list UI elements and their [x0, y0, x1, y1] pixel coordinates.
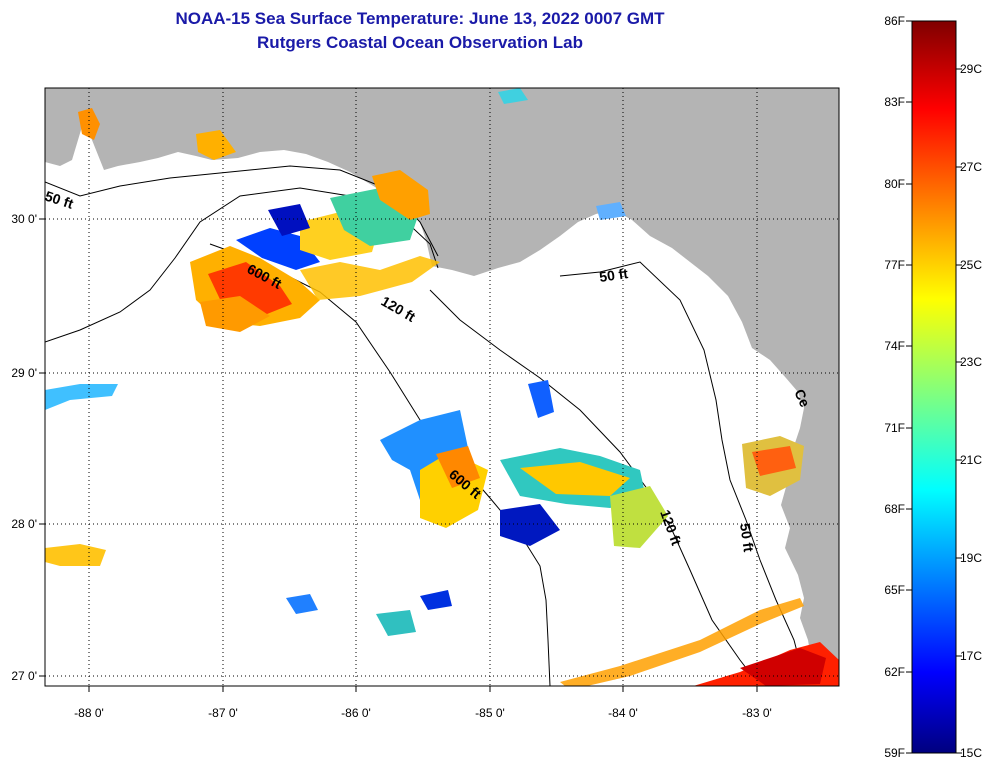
colorbar-c-label: 23C	[960, 355, 982, 369]
colorbar-c-label: 19C	[960, 551, 982, 565]
map-ticks	[39, 218, 758, 692]
colorbar-ticks	[906, 20, 962, 754]
colorbar-f-label: 74F	[884, 339, 905, 353]
contour-label-50ft: 50 ft	[598, 265, 629, 285]
latitude-labels: 30 0' 29 0' 28 0' 27 0'	[11, 212, 37, 683]
colorbar-f-label: 86F	[884, 14, 905, 28]
land-area	[45, 88, 839, 686]
lon-label: -84 0'	[608, 706, 638, 720]
graticule	[45, 88, 839, 686]
colorbar-f-label: 83F	[884, 95, 905, 109]
contour-50ft-east	[559, 261, 807, 686]
lon-label: -85 0'	[475, 706, 505, 720]
colorbar-c-labels: 29C 27C 25C 23C 21C 19C 17C 15C	[960, 62, 982, 760]
colorbar-f-labels: 86F 83F 80F 77F 74F 71F 68F 65F 62F 59F	[884, 14, 905, 760]
longitude-labels: -88 0' -87 0' -86 0' -85 0' -84 0' -83 0…	[74, 706, 772, 720]
colorbar-f-label: 71F	[884, 421, 905, 435]
colorbar-f-label: 62F	[884, 665, 905, 679]
colorbar-c-label: 15C	[960, 746, 982, 760]
lat-label: 29 0'	[11, 366, 37, 380]
title-line-2: Rutgers Coastal Ocean Observation Lab	[257, 33, 583, 52]
lon-label: -88 0'	[74, 706, 104, 720]
lon-label: -87 0'	[208, 706, 238, 720]
lat-label: 27 0'	[11, 669, 37, 683]
colorbar	[911, 20, 957, 754]
lon-label: -83 0'	[742, 706, 772, 720]
colorbar-c-label: 25C	[960, 258, 982, 272]
colorbar-f-label: 68F	[884, 502, 905, 516]
colorbar-f-label: 65F	[884, 583, 905, 597]
sst-patches	[45, 88, 839, 686]
map-frame	[44, 87, 840, 687]
lon-label: -86 0'	[341, 706, 371, 720]
colorbar-f-label: 80F	[884, 177, 905, 191]
colorbar-c-label: 27C	[960, 160, 982, 174]
colorbar-f-label: 77F	[884, 258, 905, 272]
contour-label-ce: Ce	[791, 387, 813, 410]
colorbar-f-label: 59F	[884, 746, 905, 760]
lat-label: 30 0'	[11, 212, 37, 226]
colorbar-c-label: 17C	[960, 649, 982, 663]
lat-label: 28 0'	[11, 517, 37, 531]
contour-label-50ft: 50 ft	[737, 522, 757, 553]
colorbar-c-label: 21C	[960, 453, 982, 467]
colorbar-c-label: 29C	[960, 62, 982, 76]
title-line-1: NOAA-15 Sea Surface Temperature: June 13…	[175, 9, 665, 28]
